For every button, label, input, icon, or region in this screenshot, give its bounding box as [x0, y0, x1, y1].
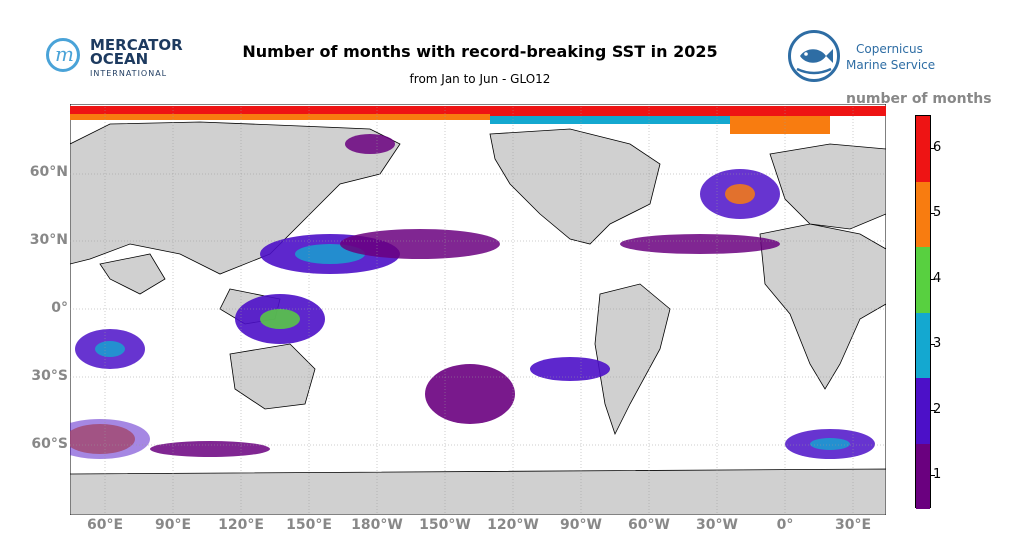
record-patch [810, 438, 850, 450]
antarctica-land [70, 468, 886, 515]
lon-label-180w: 180°W [351, 517, 403, 533]
colorbar-label-5: 5 [933, 205, 942, 221]
colorbar-tick [930, 409, 935, 411]
logo-right-line2: Marine Service [846, 58, 936, 72]
lon-label-90e: 90°E [154, 517, 192, 533]
colorbar-segment-5 [916, 181, 930, 247]
record-patch [620, 234, 780, 254]
lat-label-30s: 30°S [31, 368, 68, 384]
arabia-land [99, 253, 166, 295]
lat-label-60n: 60°N [29, 164, 68, 180]
fish-icon [796, 49, 833, 75]
lat-label-30n: 30°N [29, 232, 68, 248]
copernicus-circle-icon [788, 30, 840, 82]
north-america-land [489, 128, 661, 245]
lon-label-30w: 30°W [696, 517, 738, 533]
arctic-band-orange-2 [730, 116, 830, 134]
colorbar-segment-3 [916, 312, 930, 378]
lon-label-60w: 60°W [628, 517, 670, 533]
logo-left-line2: OCEAN [90, 50, 149, 68]
colorbar-label-4: 4 [933, 270, 942, 286]
colorbar-tick [930, 278, 935, 280]
colorbar-label-1: 1 [933, 467, 942, 483]
colorbar-tick [930, 344, 935, 346]
lon-label-120e: 120°E [218, 517, 264, 533]
colorbar-tick [930, 475, 935, 477]
colorbar-label-3: 3 [933, 336, 942, 352]
logo-right-line1: Copernicus [856, 42, 923, 56]
colorbar-segment-2 [916, 378, 930, 444]
map-title: Number of months with record-breaking SS… [242, 42, 718, 61]
logo-left-line3: INTERNATIONAL [90, 69, 168, 78]
record-patch [345, 134, 395, 154]
record-patch [260, 309, 300, 329]
copernicus-logo: Copernicus Marine Service [788, 30, 948, 86]
lat-label-0: 0° [51, 300, 68, 316]
colorbar-segment-1 [916, 443, 930, 509]
record-patch [95, 341, 125, 357]
arctic-band-red [70, 106, 886, 116]
africa-land [759, 223, 886, 390]
lon-label-150e: 150°E [286, 517, 332, 533]
logo-left-line1: MERCATOR [90, 36, 183, 54]
colorbar-title: number of months [846, 91, 992, 107]
europe-land [769, 143, 886, 230]
record-patch [340, 229, 500, 259]
record-patch [725, 184, 755, 204]
arctic-band-cyan [490, 116, 790, 124]
colorbar-tick [930, 147, 935, 149]
lon-label-30e: 30°E [834, 517, 872, 533]
record-patch [530, 357, 610, 381]
record-patch [425, 364, 515, 424]
asia-land [70, 121, 401, 275]
mercator-ocean-logo: m MERCATOR OCEAN INTERNATIONAL [46, 36, 196, 86]
lon-label-60e: 60°E [86, 517, 124, 533]
map-subtitle: from Jan to Jun - GLO12 [409, 72, 551, 86]
lat-label-60s: 60°S [31, 436, 68, 452]
record-patches [70, 134, 875, 459]
colorbar-label-6: 6 [933, 139, 942, 155]
colorbar-segment-6 [916, 116, 930, 182]
mercator-m-icon: m [55, 42, 74, 66]
lon-label-90w: 90°W [560, 517, 602, 533]
colorbar-label-2: 2 [933, 401, 942, 417]
colorbar-segment-4 [916, 247, 930, 313]
lon-label-120w: 120°W [487, 517, 539, 533]
colorbar [915, 115, 931, 509]
land-masses [70, 121, 886, 515]
record-patch [150, 441, 270, 457]
grid-lines [70, 104, 886, 515]
colorbar-tick [930, 213, 935, 215]
australia-land [229, 343, 316, 410]
record-patch [70, 419, 150, 459]
lon-label-150w: 150°W [419, 517, 471, 533]
arctic-band-orange [70, 114, 490, 120]
world-map [70, 104, 886, 515]
mercator-ring-icon [46, 38, 80, 72]
lon-label-0: 0° [776, 517, 794, 533]
